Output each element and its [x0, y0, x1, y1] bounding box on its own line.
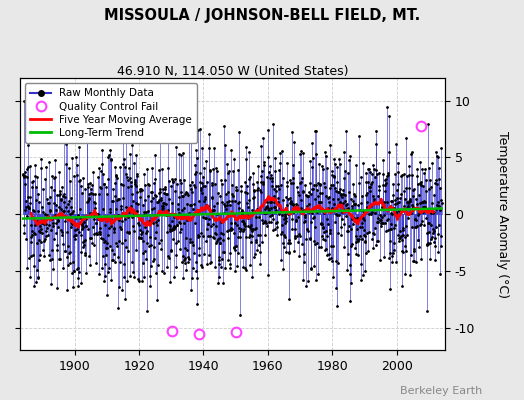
- Text: MISSOULA / JOHNSON-BELL FIELD, MT.: MISSOULA / JOHNSON-BELL FIELD, MT.: [104, 8, 420, 23]
- Y-axis label: Temperature Anomaly (°C): Temperature Anomaly (°C): [496, 131, 509, 298]
- Title: 46.910 N, 114.050 W (United States): 46.910 N, 114.050 W (United States): [117, 65, 348, 78]
- Text: Berkeley Earth: Berkeley Earth: [400, 386, 482, 396]
- Legend: Raw Monthly Data, Quality Control Fail, Five Year Moving Average, Long-Term Tren: Raw Monthly Data, Quality Control Fail, …: [25, 83, 198, 143]
